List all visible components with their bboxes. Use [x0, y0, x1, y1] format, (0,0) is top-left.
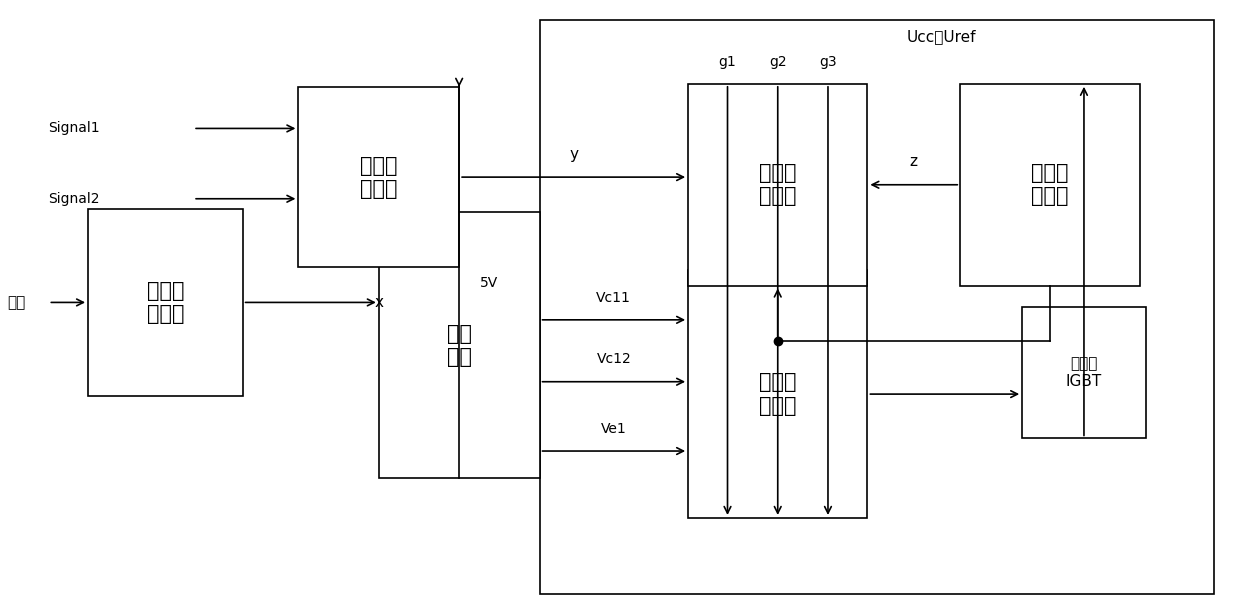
- FancyBboxPatch shape: [299, 87, 459, 267]
- Text: 功率放
大模块: 功率放 大模块: [759, 373, 796, 416]
- Text: g1: g1: [719, 55, 737, 69]
- Text: g3: g3: [820, 55, 837, 69]
- Text: 电源: 电源: [7, 295, 26, 310]
- Text: y: y: [569, 147, 578, 162]
- FancyBboxPatch shape: [960, 84, 1140, 286]
- Text: Vc11: Vc11: [596, 290, 631, 305]
- Text: 被驱动
IGBT: 被驱动 IGBT: [1066, 357, 1102, 389]
- FancyBboxPatch shape: [88, 209, 243, 395]
- Text: 故障检
测模块: 故障检 测模块: [1032, 163, 1069, 206]
- Text: 信号处
理模块: 信号处 理模块: [759, 163, 796, 206]
- Text: 5V: 5V: [480, 276, 498, 290]
- FancyBboxPatch shape: [378, 212, 539, 478]
- Text: 电源
模块: 电源 模块: [446, 324, 471, 367]
- FancyBboxPatch shape: [688, 84, 868, 286]
- FancyBboxPatch shape: [688, 270, 868, 518]
- Text: z: z: [910, 155, 918, 169]
- Text: x: x: [374, 295, 383, 310]
- Text: Ucc和Uref: Ucc和Uref: [906, 29, 976, 44]
- Text: g2: g2: [769, 55, 786, 69]
- Text: Signal1: Signal1: [48, 122, 100, 136]
- Text: Vc12: Vc12: [596, 352, 631, 367]
- Text: 输入隔
离单元: 输入隔 离单元: [146, 281, 184, 324]
- Text: Ve1: Ve1: [601, 422, 626, 436]
- Text: Signal2: Signal2: [48, 192, 100, 206]
- Text: 光耦隔
离单元: 光耦隔 离单元: [360, 155, 398, 199]
- FancyBboxPatch shape: [1022, 307, 1146, 438]
